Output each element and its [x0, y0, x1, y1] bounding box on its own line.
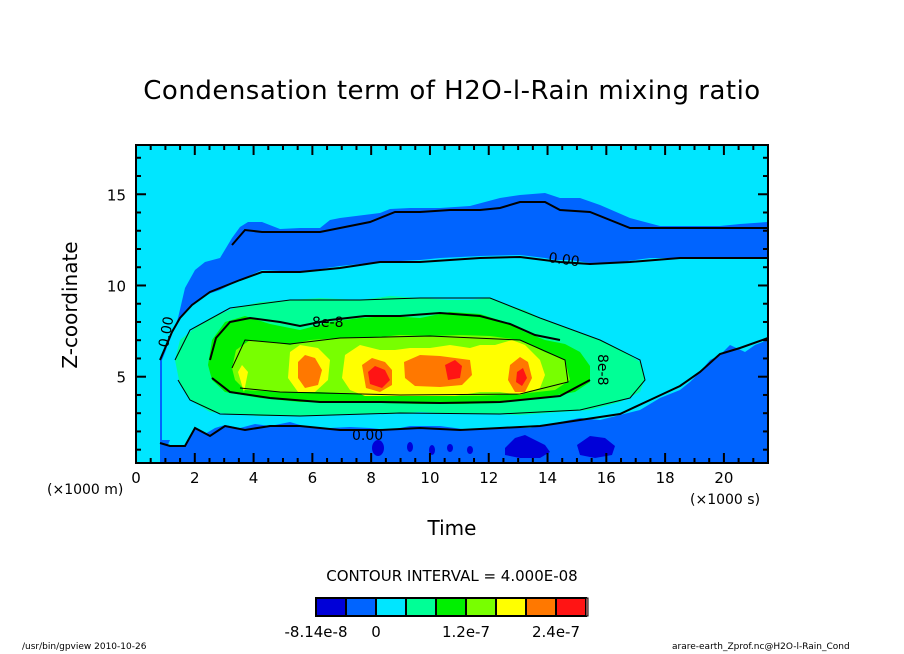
x-tick-label: 6: [308, 469, 318, 487]
x-tick-label: 8: [366, 469, 376, 487]
contour-interval-text: CONTOUR INTERVAL = 4.000E-08: [326, 567, 578, 585]
colorbar-swatch: [555, 597, 587, 617]
contour-zero-upper: [231, 201, 768, 246]
plot-area: 0.00 0.00 0.00 8e-8 8e-8: [136, 145, 768, 463]
y-tick-label: 5: [116, 369, 126, 387]
field-level-2.4e-7: [368, 360, 527, 388]
colorbar-swatch: [435, 597, 467, 617]
x-tick-label: 20: [714, 469, 733, 487]
contour-label-8e-8-right: 8e-8: [594, 354, 610, 385]
x-axis-label: Time: [427, 516, 477, 540]
colorbar-tick-label: -8.14e-8: [285, 623, 348, 641]
colorbar-swatch: [375, 597, 407, 617]
chart-title: Condensation term of H2O-l-Rain mixing r…: [143, 76, 761, 106]
colorbar-tick-label: 2.4e-7: [532, 623, 580, 641]
x-tick-label: 10: [420, 469, 439, 487]
colorbar-end-cap: [585, 597, 589, 617]
x-tick-label: 16: [597, 469, 616, 487]
colorbar-swatch: [465, 597, 497, 617]
x-tick-label: 12: [479, 469, 498, 487]
field-negative-upper-band: [160, 193, 768, 463]
contour-8e-8: [209, 311, 561, 361]
contour-label-zero-upper: 0.00: [547, 250, 580, 270]
x-tick-label: 0: [131, 469, 141, 487]
colorbar-swatch: [345, 597, 377, 617]
field-level-2.0e-7: [298, 355, 532, 392]
contour-label-8e-8: 8e-8: [312, 315, 343, 331]
colorbar-tick-label: 0: [371, 623, 381, 641]
contour-zero-mid: [159, 255, 768, 361]
footer-program-date: /usr/bin/gpview 2010-10-26: [22, 642, 147, 652]
colorbar-swatch: [315, 597, 347, 617]
footer-source-file: arare-earth_Zprof.nc@H2O-l-Rain_Cond: [672, 642, 850, 652]
contour-label-zero-lower: 0.00: [352, 428, 383, 444]
contour-label-zero-left: 0.00: [156, 315, 177, 348]
contour-zero-lower: [159, 337, 768, 447]
y-axis-unit: (×1000 m): [47, 482, 124, 498]
field-negative-lower-band: [160, 340, 768, 463]
colorbar-swatch: [495, 597, 527, 617]
colorbar-tick-label: 1.2e-7: [442, 623, 490, 641]
y-tick-label: 15: [107, 186, 126, 204]
contour-thin-lines: [174, 297, 646, 417]
x-tick-label: 14: [538, 469, 557, 487]
x-tick-label: 2: [190, 469, 200, 487]
x-axis-ticks: 0 2 4 6 8 10 12 14 16 18 20: [131, 145, 769, 487]
x-tick-label: 4: [249, 469, 259, 487]
y-axis-ticks: 5 10 15: [107, 156, 768, 451]
colorbar-swatch: [525, 597, 557, 617]
field-strong-negative-patches: [372, 435, 615, 458]
x-tick-label: 18: [656, 469, 675, 487]
x-axis-unit: (×1000 s): [690, 492, 761, 508]
colorbar-swatch: [405, 597, 437, 617]
colorbar: -8.14e-8 0 1.2e-7 2.4e-7: [285, 597, 589, 641]
y-tick-label: 10: [107, 277, 126, 295]
contour-lines: [159, 201, 768, 447]
